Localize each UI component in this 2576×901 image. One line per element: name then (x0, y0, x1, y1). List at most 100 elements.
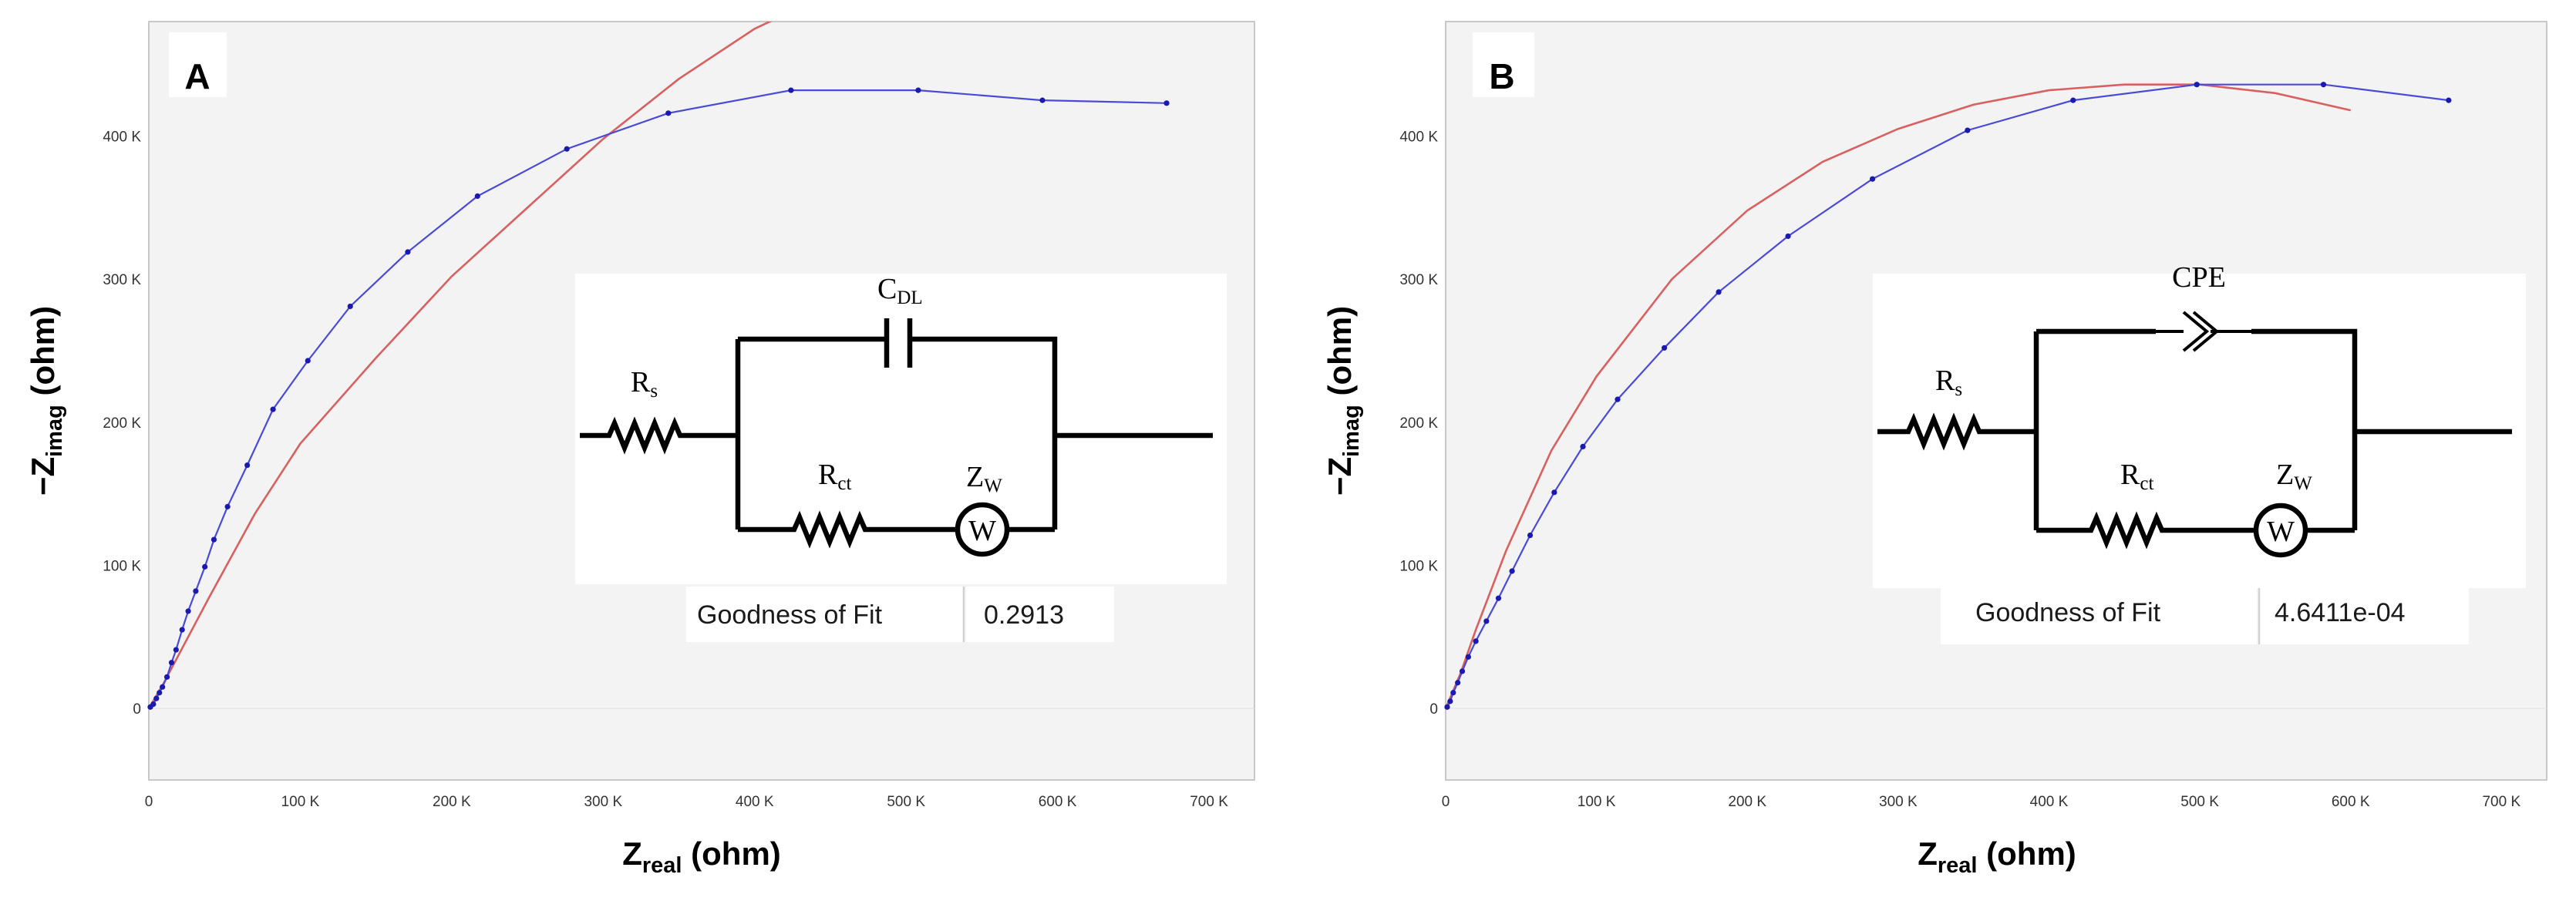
measured-point-b (1455, 680, 1461, 686)
measured-point-a (788, 87, 794, 93)
x-tick-label-a: 400 K (736, 794, 774, 810)
measured-point-b (1615, 396, 1621, 402)
measured-point-b (1716, 289, 1722, 295)
circuit-box-a (575, 274, 1227, 584)
measured-point-b (1459, 668, 1466, 674)
measured-point-b (1965, 127, 1971, 133)
fit-curve-a (149, 22, 773, 709)
measured-point-a (665, 110, 672, 116)
y-tick-label-a: 400 K (103, 129, 141, 146)
measured-point-a (168, 660, 175, 666)
circuit-inset-a: W Rs CDL Rct ZW (575, 273, 1227, 584)
measured-point-a (915, 87, 921, 93)
measured-point-b (1465, 654, 1471, 660)
measured-point-b (1551, 489, 1557, 496)
parallel-branch-b (2033, 328, 2512, 530)
rct-label-a: Rct (818, 459, 851, 494)
gof-value-cell-a (966, 587, 1114, 642)
rs-label-b: Rs (1935, 365, 1962, 400)
circuit-inset-b: W Rs CPE Rct ZW (1873, 261, 2526, 588)
x-tick-label-a: 0 (145, 794, 153, 810)
tick-labels-b: 0 100 K 200 K 300 K 400 K 500 K 600 K 700 K 0 100… (1399, 129, 2520, 810)
panel-a: 0 100 K 200 K 300 K 400 K 500 K 600 K 700 K 0 100… (25, 21, 1255, 878)
y-tick-label-a: 300 K (103, 272, 141, 288)
measured-point-b (1662, 345, 1668, 351)
measured-point-a (224, 503, 231, 509)
gof-label-cell-b (1941, 588, 2257, 644)
x-tick-label-a: 300 K (584, 794, 622, 810)
x-tick-label-a: 500 K (887, 794, 925, 810)
y-tick-label-b: 0 (1429, 701, 1438, 718)
rs-wire-b (1877, 412, 2036, 451)
measured-point-b (1450, 690, 1456, 696)
warburg-w-a: W (968, 515, 996, 547)
rct-wire-a (738, 510, 1055, 549)
measured-point-b (1495, 595, 1502, 601)
gof-value-b: 4.6411e-04 (2275, 598, 2406, 627)
gof-label-b: Goodness of Fit (1975, 598, 2161, 627)
rct-label-b: Rct (2120, 459, 2153, 494)
measured-point-a (202, 563, 208, 570)
gof-label-a: Goodness of Fit (697, 600, 883, 630)
zw-label-a: ZW (966, 461, 1002, 496)
measured-point-a (405, 249, 411, 255)
measured-point-a (564, 146, 570, 152)
parallel-branch-a (735, 336, 1213, 530)
x-axis-title-a: Zreal (ohm) (622, 835, 781, 878)
measured-point-b (2320, 82, 2327, 88)
measured-point-a (474, 193, 480, 200)
panel-letter-b: B (1489, 56, 1514, 96)
x-tick-label-a: 200 K (433, 794, 471, 810)
measured-point-a (210, 536, 217, 543)
measured-point-b (2070, 97, 2076, 103)
measured-point-a (157, 690, 163, 696)
x-tick-label-b: 300 K (1879, 794, 1918, 810)
zw-label-b: ZW (2276, 459, 2312, 494)
panel-letter-box-b (1473, 32, 1534, 97)
measured-point-a (153, 695, 160, 701)
y-tick-label-a: 0 (133, 701, 141, 718)
measured-point-b (1785, 233, 1791, 240)
cap-plates-a (884, 318, 913, 368)
x-tick-label-b: 0 (1442, 794, 1450, 810)
x-tick-label-b: 600 K (2332, 794, 2370, 810)
measured-point-a (1163, 100, 1170, 106)
panel-letter-box-a (169, 32, 227, 97)
measured-point-b (1447, 698, 1453, 704)
measured-point-a (150, 701, 157, 708)
x-tick-label-b: 500 K (2180, 794, 2219, 810)
measured-point-a (193, 588, 199, 594)
series-group-a (147, 22, 1170, 710)
measured-point-a (185, 608, 191, 614)
x-tick-label-b: 100 K (1578, 794, 1616, 810)
x-tick-label-b: 400 K (2030, 794, 2069, 810)
measured-point-b (1580, 443, 1586, 450)
warburg-w-b: W (2267, 516, 2295, 548)
gof-box-a: Goodness of Fit 0.2913 (686, 587, 1114, 642)
warburg-circle-a (955, 502, 1010, 557)
measured-point-a (160, 684, 166, 690)
gof-label-cell-a (686, 587, 962, 642)
x-tick-label-a: 700 K (1190, 794, 1228, 810)
measured-point-a (163, 674, 170, 680)
x-tick-label-b: 700 K (2482, 794, 2520, 810)
cpe-label-b: CPE (2172, 261, 2226, 294)
rct-wire-b (2036, 511, 2355, 550)
panel-letter-a: A (184, 56, 210, 96)
x-tick-label-b: 200 K (1728, 794, 1766, 810)
measured-point-b (1869, 176, 1876, 182)
measured-point-b (1473, 638, 1479, 644)
measured-point-a (179, 627, 185, 633)
measured-point-a (305, 358, 311, 364)
y-tick-label-b: 400 K (1399, 129, 1438, 146)
panel-b: 0 100 K 200 K 300 K 400 K 500 K 600 K 700 K 0 100… (1322, 21, 2547, 878)
gof-box-b: Goodness of Fit 4.6411e-04 (1941, 588, 2469, 644)
y-axis-title-b: −Zimag (ohm) (1322, 306, 1364, 496)
tick-labels-a: 0 100 K 200 K 300 K 400 K 500 K 600 K 700 K 0 100… (103, 129, 1228, 810)
measured-point-b (2194, 82, 2200, 88)
measured-point-a (1039, 97, 1046, 103)
cpe-symbol-b (2156, 311, 2251, 352)
measured-point-a (173, 647, 179, 653)
warburg-circle-b (2253, 503, 2308, 558)
